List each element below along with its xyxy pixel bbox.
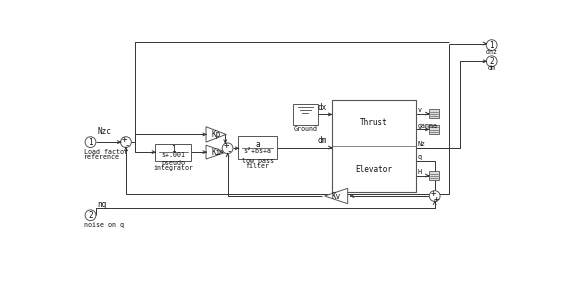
Circle shape	[85, 137, 96, 148]
Text: Elevator: Elevator	[355, 164, 392, 174]
Text: -: -	[226, 147, 232, 156]
Circle shape	[486, 40, 497, 51]
Text: reference: reference	[84, 154, 121, 160]
Text: a: a	[255, 140, 260, 149]
Text: dx: dx	[318, 103, 327, 112]
Polygon shape	[206, 127, 226, 142]
Text: nq: nq	[98, 200, 107, 209]
Text: -: -	[125, 141, 130, 150]
Text: dm: dm	[488, 65, 496, 71]
Text: 1: 1	[88, 138, 93, 147]
Text: s+.001: s+.001	[162, 152, 185, 158]
Text: 2: 2	[88, 211, 93, 220]
Text: Ki: Ki	[211, 148, 220, 157]
Circle shape	[486, 56, 497, 67]
Text: H: H	[418, 169, 422, 175]
Text: dm: dm	[318, 136, 327, 145]
Bar	[155, 144, 192, 161]
Bar	[429, 109, 439, 118]
Circle shape	[222, 143, 233, 154]
Polygon shape	[325, 188, 348, 204]
Text: pseudo: pseudo	[162, 160, 185, 166]
Text: +: +	[223, 142, 228, 150]
Text: 2: 2	[489, 57, 494, 66]
Text: dnz: dnz	[486, 49, 498, 55]
Text: Kp: Kp	[211, 130, 220, 139]
Bar	[429, 171, 439, 180]
Text: Ground: Ground	[293, 126, 317, 132]
Polygon shape	[206, 145, 226, 159]
Text: q: q	[418, 154, 422, 160]
Text: Nz: Nz	[418, 141, 426, 147]
Text: filter: filter	[246, 163, 269, 169]
Bar	[293, 104, 318, 125]
Bar	[429, 125, 439, 134]
Text: Load factor: Load factor	[84, 149, 128, 155]
Text: 1: 1	[489, 41, 494, 49]
Text: Thrust: Thrust	[360, 118, 388, 127]
Text: low pass: low pass	[242, 158, 273, 164]
Text: s²+bs+a: s²+bs+a	[243, 148, 272, 154]
Circle shape	[85, 210, 96, 221]
Bar	[332, 100, 416, 192]
Circle shape	[121, 137, 132, 148]
Text: gamma: gamma	[418, 123, 438, 129]
Text: +: +	[122, 135, 127, 144]
Text: Nzc: Nzc	[98, 127, 111, 136]
Text: integrator: integrator	[153, 164, 193, 170]
Text: +: +	[433, 194, 439, 204]
Text: v: v	[418, 107, 422, 113]
Text: 1: 1	[171, 145, 175, 154]
Text: +: +	[430, 189, 436, 198]
Circle shape	[429, 191, 440, 201]
Text: Kv: Kv	[332, 192, 341, 200]
Text: noise on q: noise on q	[84, 222, 125, 228]
Bar	[238, 136, 277, 159]
